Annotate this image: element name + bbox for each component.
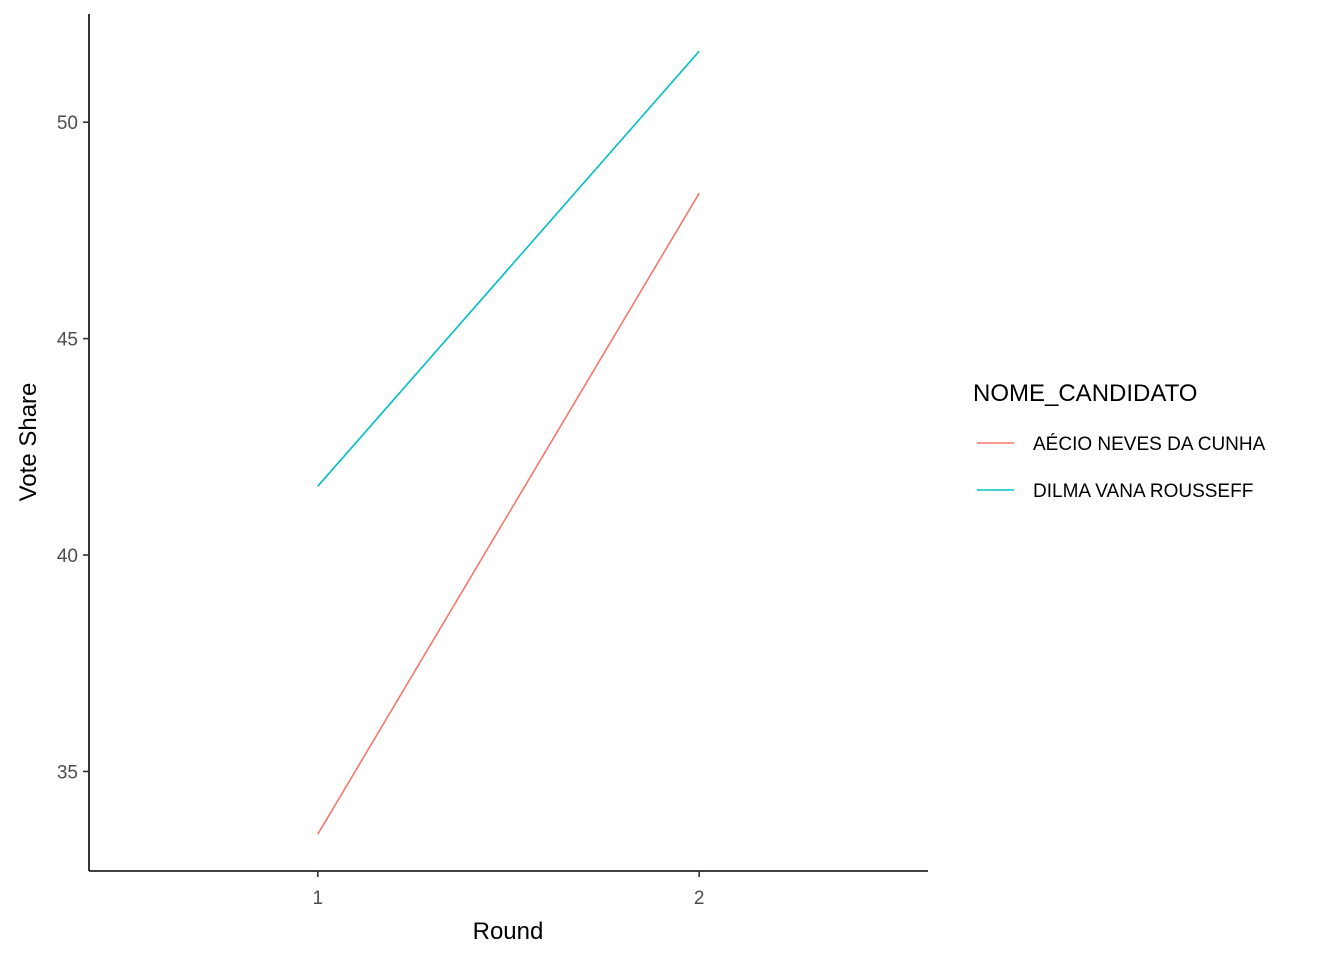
y-tick-label: 45 (57, 330, 78, 351)
x-tick-label: 1 (313, 888, 324, 909)
legend-label-2: DILMA VANA ROUSSEFF (1033, 481, 1253, 502)
legend-title: NOME_CANDIDATO (973, 380, 1197, 407)
y-tick-label: 50 (57, 113, 78, 134)
y-axis-ticks: 35 40 45 50 (57, 113, 89, 783)
series-line-2 (317, 50, 700, 487)
legend: NOME_CANDIDATO AÉCIO NEVES DA CUNHA DILMA… (973, 380, 1266, 502)
series-line-1 (317, 192, 700, 835)
y-tick-label: 35 (57, 762, 78, 783)
legend-items: AÉCIO NEVES DA CUNHA DILMA VANA ROUSSEFF (977, 434, 1266, 502)
y-axis-title: Vote Share (15, 383, 42, 502)
x-tick-label: 2 (694, 888, 705, 909)
x-axis-title: Round (473, 918, 544, 945)
series-layer (317, 50, 700, 835)
legend-label-1: AÉCIO NEVES DA CUNHA (1033, 434, 1266, 455)
y-tick-label: 40 (57, 546, 78, 567)
